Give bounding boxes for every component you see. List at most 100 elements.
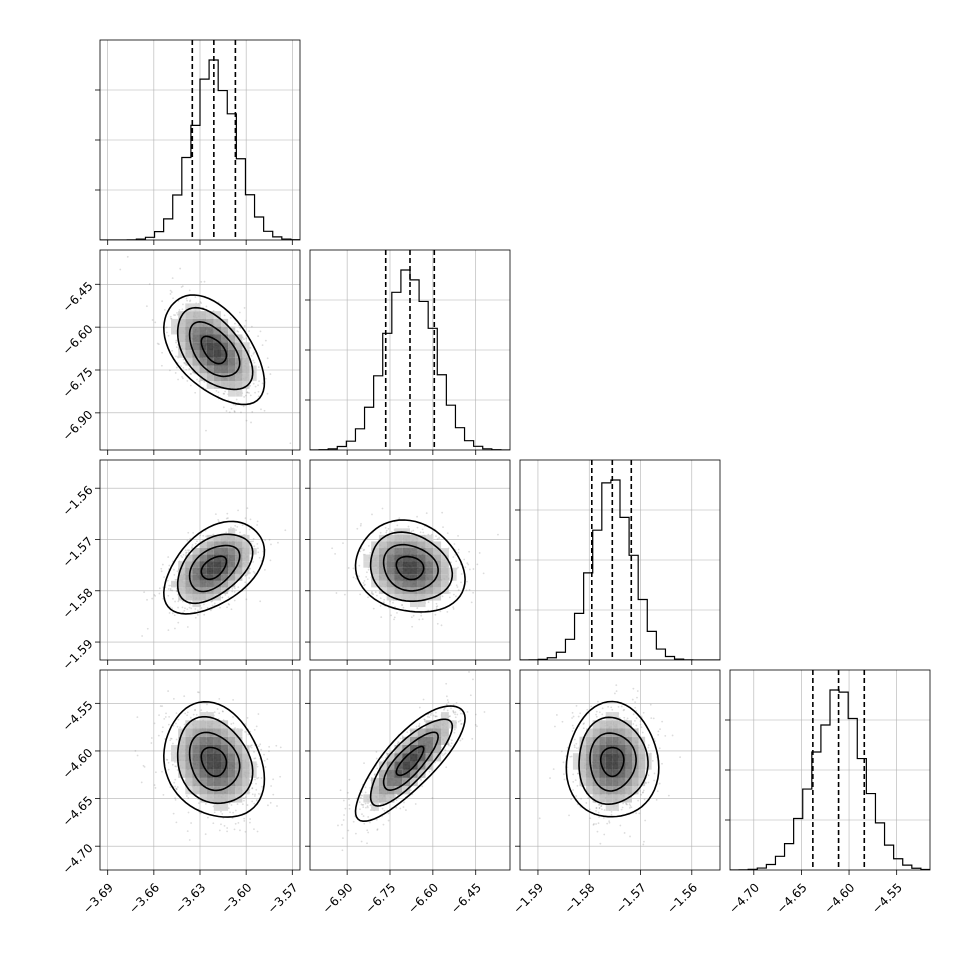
sample-point	[254, 795, 256, 797]
density-cell	[192, 548, 200, 555]
sample-point	[185, 795, 188, 797]
density-cell	[206, 593, 214, 601]
sample-point	[260, 777, 263, 779]
sample-point	[289, 442, 292, 445]
sample-point	[254, 778, 256, 781]
density-cell	[249, 373, 257, 382]
sample-point	[183, 723, 186, 726]
sample-point	[367, 596, 369, 599]
sample-point	[470, 601, 473, 604]
sample-point	[398, 517, 401, 520]
sample-point	[272, 793, 275, 796]
sample-point	[436, 538, 439, 541]
sample-point	[369, 821, 371, 824]
sample-point	[261, 382, 264, 385]
sample-point	[466, 562, 469, 565]
sample-point	[161, 770, 163, 773]
density-cell	[228, 381, 236, 389]
density-cell	[394, 534, 403, 542]
sample-point	[248, 392, 250, 394]
sample-point	[154, 321, 157, 324]
sample-point	[368, 777, 370, 780]
density-cell	[220, 326, 229, 335]
sample-point	[237, 509, 239, 512]
density-cell	[192, 587, 200, 594]
density-cell	[185, 593, 193, 601]
sample-point	[257, 547, 259, 550]
sample-point	[187, 551, 190, 554]
sample-point	[445, 703, 448, 706]
density-cell	[185, 574, 193, 581]
density-cell	[425, 534, 434, 542]
sample-point	[243, 307, 246, 309]
sample-point	[275, 744, 278, 747]
sample-point	[452, 593, 455, 596]
sample-point	[176, 769, 179, 771]
sample-point	[183, 609, 186, 612]
sample-point	[189, 300, 191, 303]
sample-point	[371, 513, 373, 516]
density-cell	[213, 311, 221, 319]
sample-point	[232, 698, 235, 701]
sample-point	[257, 551, 260, 554]
density-cell	[378, 561, 387, 568]
density-cell	[206, 761, 214, 770]
sample-point	[465, 589, 468, 592]
sample-point	[435, 602, 438, 605]
sample-point	[385, 531, 388, 534]
sample-point	[241, 524, 244, 527]
sample-point	[233, 590, 236, 593]
density-cell	[213, 728, 221, 737]
sample-point	[255, 782, 257, 785]
sample-point	[158, 587, 161, 590]
sample-point	[379, 597, 382, 600]
density-cell	[220, 548, 229, 555]
sample-point	[456, 586, 459, 588]
density-cell	[235, 786, 243, 795]
sample-point	[259, 743, 262, 746]
sample-point	[255, 725, 258, 728]
sample-point	[459, 709, 462, 712]
sample-point	[443, 707, 446, 710]
sample-point	[251, 793, 254, 796]
sample-point	[186, 830, 189, 833]
sample-point	[457, 548, 460, 551]
sample-point	[244, 517, 247, 520]
density-cell	[192, 728, 200, 737]
sample-point	[360, 803, 363, 806]
sample-point	[384, 526, 387, 529]
sample-point	[365, 806, 367, 809]
sample-point	[136, 754, 139, 757]
density-cell	[228, 365, 236, 374]
density-cell	[206, 548, 214, 555]
sample-point	[216, 708, 219, 710]
density-cell	[220, 334, 229, 343]
sample-point	[195, 713, 198, 716]
density-cell	[417, 548, 426, 555]
sample-point	[245, 337, 248, 340]
sample-point	[419, 531, 422, 534]
sample-point	[176, 312, 178, 314]
sample-point	[175, 765, 178, 768]
density-cell	[185, 728, 193, 737]
sample-point	[155, 771, 157, 774]
density-cell	[394, 548, 403, 555]
density-cell	[199, 587, 207, 594]
sample-point	[266, 758, 269, 761]
density-cell	[417, 561, 426, 568]
sample-point	[157, 343, 160, 346]
sample-point	[364, 802, 367, 805]
contour-level-3	[176, 306, 254, 391]
density-cell	[410, 561, 418, 568]
sample-point	[164, 716, 167, 718]
density-cell	[192, 761, 200, 770]
density-cell	[199, 373, 207, 382]
sample-point	[423, 720, 426, 723]
sample-point	[393, 616, 396, 619]
sample-point	[251, 787, 254, 790]
sample-point	[399, 807, 402, 810]
density-cell	[386, 541, 395, 548]
sample-point	[409, 789, 412, 792]
sample-point	[457, 534, 459, 537]
density-cell	[220, 580, 229, 588]
